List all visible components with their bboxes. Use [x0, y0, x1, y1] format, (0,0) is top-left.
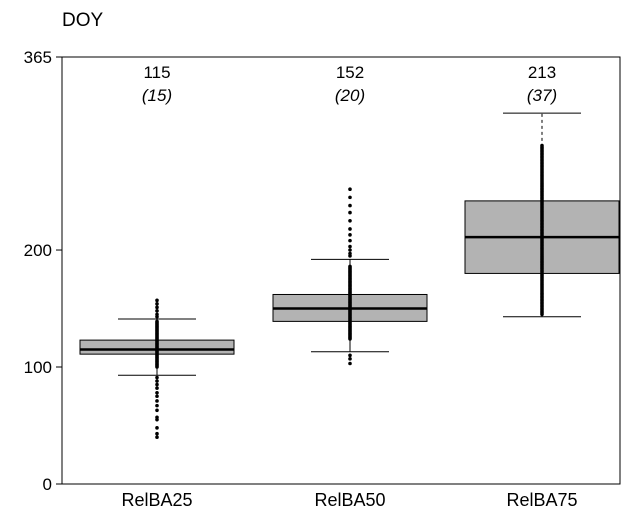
data-point — [348, 264, 352, 269]
median-annotations: 115 (15) 152 (20) 213 (37) — [142, 63, 557, 105]
outlier-point — [348, 195, 352, 200]
outlier-point — [348, 254, 352, 258]
axes: 0 100 200 365 RelBA25 RelBA50 RelBA75 — [24, 48, 621, 510]
outlier-point — [155, 390, 159, 395]
median-value-label: 152 — [336, 63, 364, 82]
outlier-point — [348, 187, 352, 191]
outlier-point — [155, 386, 159, 390]
outlier-point — [155, 375, 159, 380]
y-tick-label: 100 — [24, 358, 52, 377]
y-tick-label: 365 — [24, 48, 52, 67]
outlier-point — [348, 233, 352, 237]
outlier-point — [348, 227, 352, 231]
outlier-point — [155, 417, 159, 422]
data-point — [155, 319, 159, 324]
x-tick-label: RelBA75 — [506, 490, 577, 510]
data-point — [540, 143, 544, 148]
outlier-point — [348, 238, 352, 243]
sd-value-label: (37) — [527, 86, 557, 105]
median-value-label: 115 — [143, 63, 170, 82]
outlier-point — [348, 244, 352, 249]
outlier-point — [155, 314, 159, 319]
outlier-point — [348, 210, 352, 215]
outlier-point — [155, 382, 159, 387]
box-series — [79, 112, 620, 440]
outlier-point — [155, 394, 159, 399]
outlier-point — [155, 379, 159, 383]
outlier-point — [348, 357, 352, 361]
y-tick-label: 0 — [43, 475, 52, 494]
outlier-point — [348, 248, 352, 252]
outlier-point — [348, 203, 352, 208]
outlier-point — [348, 218, 352, 223]
box-relba25 — [79, 298, 235, 440]
box-relba50 — [272, 187, 428, 366]
outlier-point — [155, 298, 159, 303]
sd-value-label: (20) — [335, 86, 365, 105]
outlier-point — [155, 408, 159, 413]
x-tick-label: RelBA25 — [121, 490, 192, 510]
box-relba75 — [464, 112, 620, 318]
outlier-point — [348, 361, 352, 366]
outlier-point — [155, 426, 159, 430]
outlier-point — [155, 302, 159, 306]
outlier-point — [155, 399, 159, 403]
outlier-point — [155, 431, 159, 436]
outlier-point — [155, 305, 159, 310]
outlier-point — [348, 353, 352, 358]
sd-value-label: (15) — [142, 86, 172, 105]
y-tick-label: 200 — [24, 241, 52, 260]
outlier-point — [155, 403, 159, 408]
median-value-label: 213 — [528, 63, 556, 82]
outlier-point — [155, 309, 159, 313]
y-axis-label: DOY — [62, 10, 104, 31]
x-tick-label: RelBA50 — [314, 490, 385, 510]
plot-frame — [61, 56, 621, 485]
outlier-point — [155, 435, 159, 440]
